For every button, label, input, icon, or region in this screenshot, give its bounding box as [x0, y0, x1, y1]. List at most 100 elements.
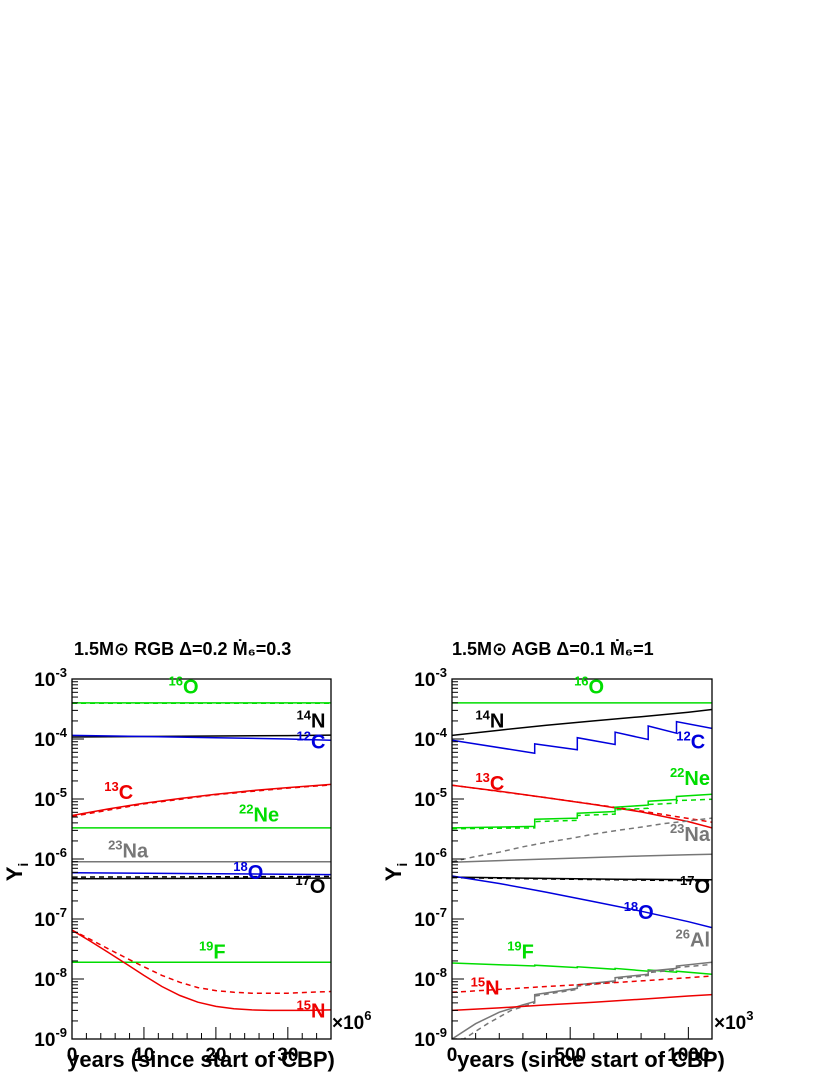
isotope-mass: 16	[168, 674, 182, 689]
y-tick-exp: -6	[55, 845, 67, 860]
isotope-mass: 14	[475, 708, 490, 723]
y-tick-base: 10	[414, 1030, 435, 1051]
y-tick-base: 10	[414, 730, 435, 751]
y-tick-base: 10	[414, 790, 435, 811]
series-12C-solid	[452, 720, 712, 755]
isotope-mass: 12	[676, 728, 690, 743]
series-15N-dashed	[452, 975, 712, 994]
x-multiplier-base: ×10	[714, 1013, 746, 1034]
isotope-element: O	[638, 902, 654, 924]
isotope-mass: 15	[471, 975, 485, 990]
y-tick-label: 10-9	[34, 1025, 67, 1051]
isotope-element: O	[183, 677, 199, 699]
x-multiplier: ×106	[332, 1008, 371, 1034]
y-tick-base: 10	[34, 670, 55, 691]
y-tick-exp: -5	[435, 785, 447, 800]
y-tick-base: 10	[34, 790, 55, 811]
isotope-mass: 23	[108, 838, 122, 853]
y-tick-exp: -3	[435, 665, 447, 680]
isotope-label-14N: 14N	[296, 708, 325, 733]
isotope-label-23Na: 23Na	[108, 838, 149, 863]
series-group	[452, 702, 712, 1039]
y-tick-exp: -8	[55, 965, 67, 980]
y-tick-exp: -7	[435, 905, 447, 920]
y-tick-label: 10-3	[414, 665, 447, 691]
isotope-element: Na	[684, 824, 710, 846]
isotope-label-22Ne: 22Ne	[239, 802, 279, 827]
isotope-element: O	[310, 876, 326, 898]
y-tick-exp: -9	[435, 1025, 447, 1040]
panel-agb: 0 500 100010-910-810-710-610-510-410-3×103…	[381, 639, 753, 1072]
series-22Ne-solid	[452, 793, 712, 829]
y-axis-title-sub: i	[15, 863, 31, 867]
isotope-element: C	[311, 731, 325, 753]
series-15N-solid	[452, 993, 712, 1012]
isotope-label-18O: 18O	[624, 899, 654, 924]
series-12C-solid	[72, 734, 331, 742]
y-tick-label: 10-8	[414, 965, 447, 991]
series-17O-dashed	[452, 876, 712, 882]
y-tick-base: 10	[414, 910, 435, 931]
y-tick-label: 10-8	[34, 965, 67, 991]
y-tick-label: 10-6	[414, 845, 447, 871]
isotope-mass: 16	[574, 674, 588, 689]
y-tick-label: 10-9	[414, 1025, 447, 1051]
series-17O-dashed	[72, 875, 331, 878]
series-13C-dashed	[72, 784, 331, 818]
x-tick-label: 20	[205, 1045, 226, 1066]
x-tick-label: 500	[554, 1045, 586, 1066]
isotope-mass: 26	[676, 926, 690, 941]
panel-rgb: 0 10 20 3010-910-810-710-610-510-410-3×106y…	[2, 639, 371, 1072]
y-tick-label: 10-6	[34, 845, 67, 871]
series-17O-solid	[72, 877, 331, 880]
isotope-label-14N: 14N	[475, 708, 504, 733]
isotope-mass: 19	[199, 938, 213, 953]
y-axis-title: Yi	[381, 863, 410, 882]
x-multiplier: ×103	[714, 1008, 753, 1034]
isotope-label-23Na: 23Na	[670, 821, 711, 846]
series-26Al-solid	[452, 961, 712, 1039]
isotope-label-12C: 12C	[296, 728, 325, 753]
isotope-label-13C: 13C	[104, 779, 133, 804]
series-14N-solid	[452, 708, 712, 737]
isotope-mass: 15	[296, 997, 310, 1012]
isotope-element: C	[119, 782, 133, 804]
x-tick-label: 10	[133, 1045, 154, 1066]
isotope-mass: 13	[475, 770, 489, 785]
x-tick-label: 30	[277, 1045, 298, 1066]
y-axis-title-sub: i	[394, 863, 410, 867]
y-tick-base: 10	[34, 1030, 55, 1051]
isotope-element: N	[311, 711, 325, 733]
x-tick-label: 0	[447, 1045, 458, 1066]
x-multiplier-exp: 6	[364, 1008, 371, 1023]
isotope-element: Ne	[684, 768, 710, 790]
y-tick-label: 10-7	[414, 905, 447, 931]
isotope-element: O	[589, 677, 605, 699]
isotope-element: F	[522, 941, 534, 963]
x-multiplier-exp: 3	[746, 1008, 753, 1023]
y-tick-label: 10-4	[34, 725, 67, 751]
isotope-label-18O: 18O	[233, 859, 263, 884]
y-tick-base: 10	[34, 910, 55, 931]
series-18O-solid	[452, 875, 712, 929]
isotope-mass: 13	[104, 779, 118, 794]
series-22Ne-dashed	[452, 798, 712, 830]
isotope-label-15N: 15N	[296, 997, 325, 1022]
isotope-element: C	[691, 731, 705, 753]
isotope-element: F	[213, 941, 225, 963]
isotope-label-16O: 16O	[574, 674, 604, 699]
series-15N-dashed	[72, 929, 331, 994]
isotope-label-13C: 13C	[475, 770, 504, 795]
series-13C-dashed	[452, 784, 712, 823]
x-multiplier-base: ×10	[332, 1013, 364, 1034]
isotope-mass: 22	[239, 802, 253, 817]
series-23Na-solid	[452, 853, 712, 864]
x-axis-title: years (since start of CBP)	[457, 1047, 725, 1072]
y-tick-label: 10-5	[414, 785, 447, 811]
y-tick-exp: -9	[55, 1025, 67, 1040]
isotope-element: Al	[690, 929, 710, 951]
isotope-mass: 23	[670, 821, 684, 836]
isotope-element: Na	[123, 841, 149, 863]
y-tick-base: 10	[414, 670, 435, 691]
series-15N-solid	[72, 929, 331, 1012]
